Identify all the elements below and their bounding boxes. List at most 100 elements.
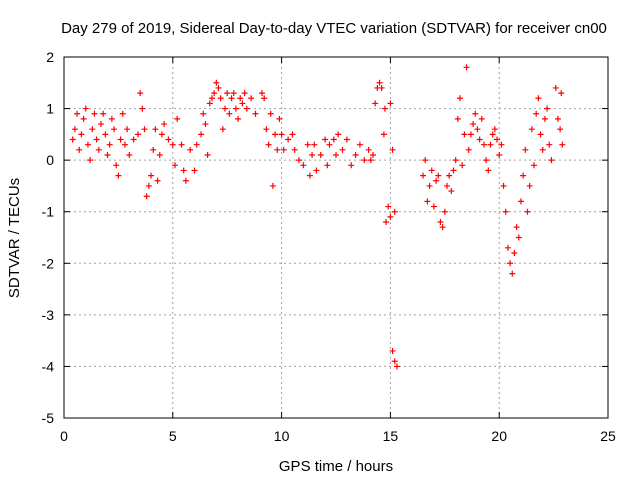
data-point: [193, 141, 200, 148]
data-point: [522, 146, 529, 153]
data-point: [84, 141, 91, 148]
data-point: [376, 79, 383, 86]
data-point: [494, 136, 501, 143]
data-point: [544, 105, 551, 112]
y-tick-label: 0: [46, 152, 54, 168]
data-point: [389, 347, 396, 354]
data-point: [520, 172, 527, 179]
data-point: [476, 136, 483, 143]
data-point: [304, 141, 311, 148]
data-point: [198, 131, 205, 138]
data-point: [232, 105, 239, 112]
data-point: [393, 363, 400, 370]
data-point: [143, 193, 150, 200]
data-point: [446, 172, 453, 179]
data-point: [95, 146, 102, 153]
data-point: [448, 188, 455, 195]
data-point: [91, 110, 98, 117]
data-point: [335, 131, 342, 138]
data-point: [97, 121, 104, 128]
data-point: [524, 208, 531, 215]
data-point: [511, 249, 518, 256]
data-point: [509, 270, 516, 277]
y-tick-label: 1: [46, 101, 54, 117]
data-point: [513, 224, 520, 231]
data-point: [74, 110, 81, 117]
data-point: [217, 95, 224, 102]
data-point: [82, 105, 89, 112]
data-point: [474, 126, 481, 133]
data-point: [224, 90, 231, 97]
data-point: [119, 110, 126, 117]
data-point: [387, 100, 394, 107]
data-point: [559, 141, 566, 148]
data-point: [437, 219, 444, 226]
data-point: [381, 105, 388, 112]
data-point: [280, 146, 287, 153]
data-point: [222, 105, 229, 112]
data-point: [480, 141, 487, 148]
data-point: [541, 115, 548, 122]
data-point: [467, 131, 474, 138]
data-point: [165, 136, 172, 143]
data-point: [369, 151, 376, 158]
data-point: [241, 90, 248, 97]
data-point: [533, 110, 540, 117]
data-point: [367, 157, 374, 164]
x-axis-label: GPS time / hours: [279, 458, 393, 475]
y-tick-label: -5: [42, 410, 55, 426]
data-point: [470, 121, 477, 128]
data-point: [515, 234, 522, 241]
data-point: [491, 126, 498, 133]
data-point: [535, 95, 542, 102]
data-point: [117, 136, 124, 143]
x-tick-label: 15: [383, 428, 399, 444]
data-point: [461, 131, 468, 138]
data-point: [108, 115, 115, 122]
data-point: [174, 115, 181, 122]
data-point: [526, 182, 533, 189]
data-point: [100, 110, 107, 117]
data-point: [69, 136, 76, 143]
data-point: [309, 151, 316, 158]
data-point: [500, 182, 507, 189]
data-point: [391, 208, 398, 215]
data-point: [552, 84, 559, 91]
data-point: [317, 151, 324, 158]
y-tick-label: -4: [42, 358, 55, 374]
data-point: [558, 90, 565, 97]
data-point: [485, 167, 492, 174]
data-point: [213, 79, 220, 86]
data-point: [169, 141, 176, 148]
y-tick-label: -1: [42, 204, 55, 220]
data-point: [528, 126, 535, 133]
data-point: [385, 203, 392, 210]
data-point: [387, 213, 394, 220]
data-point: [291, 146, 298, 153]
data-point: [311, 141, 318, 148]
data-point: [124, 126, 131, 133]
data-point: [226, 110, 233, 117]
data-point: [443, 182, 450, 189]
data-point: [422, 157, 429, 164]
data-point: [215, 84, 222, 91]
data-point: [557, 126, 564, 133]
data-point: [261, 95, 268, 102]
data-point: [274, 146, 281, 153]
data-point: [137, 90, 144, 97]
data-point: [372, 100, 379, 107]
data-point: [339, 146, 346, 153]
data-point: [322, 136, 329, 143]
data-point: [478, 115, 485, 122]
data-point: [483, 157, 490, 164]
data-point: [187, 146, 194, 153]
data-point: [324, 162, 331, 169]
data-point: [259, 90, 266, 97]
data-point: [454, 115, 461, 122]
data-point: [113, 162, 120, 169]
data-point: [272, 131, 279, 138]
data-point: [154, 177, 161, 184]
data-point: [333, 151, 339, 158]
data-point: [130, 136, 137, 143]
